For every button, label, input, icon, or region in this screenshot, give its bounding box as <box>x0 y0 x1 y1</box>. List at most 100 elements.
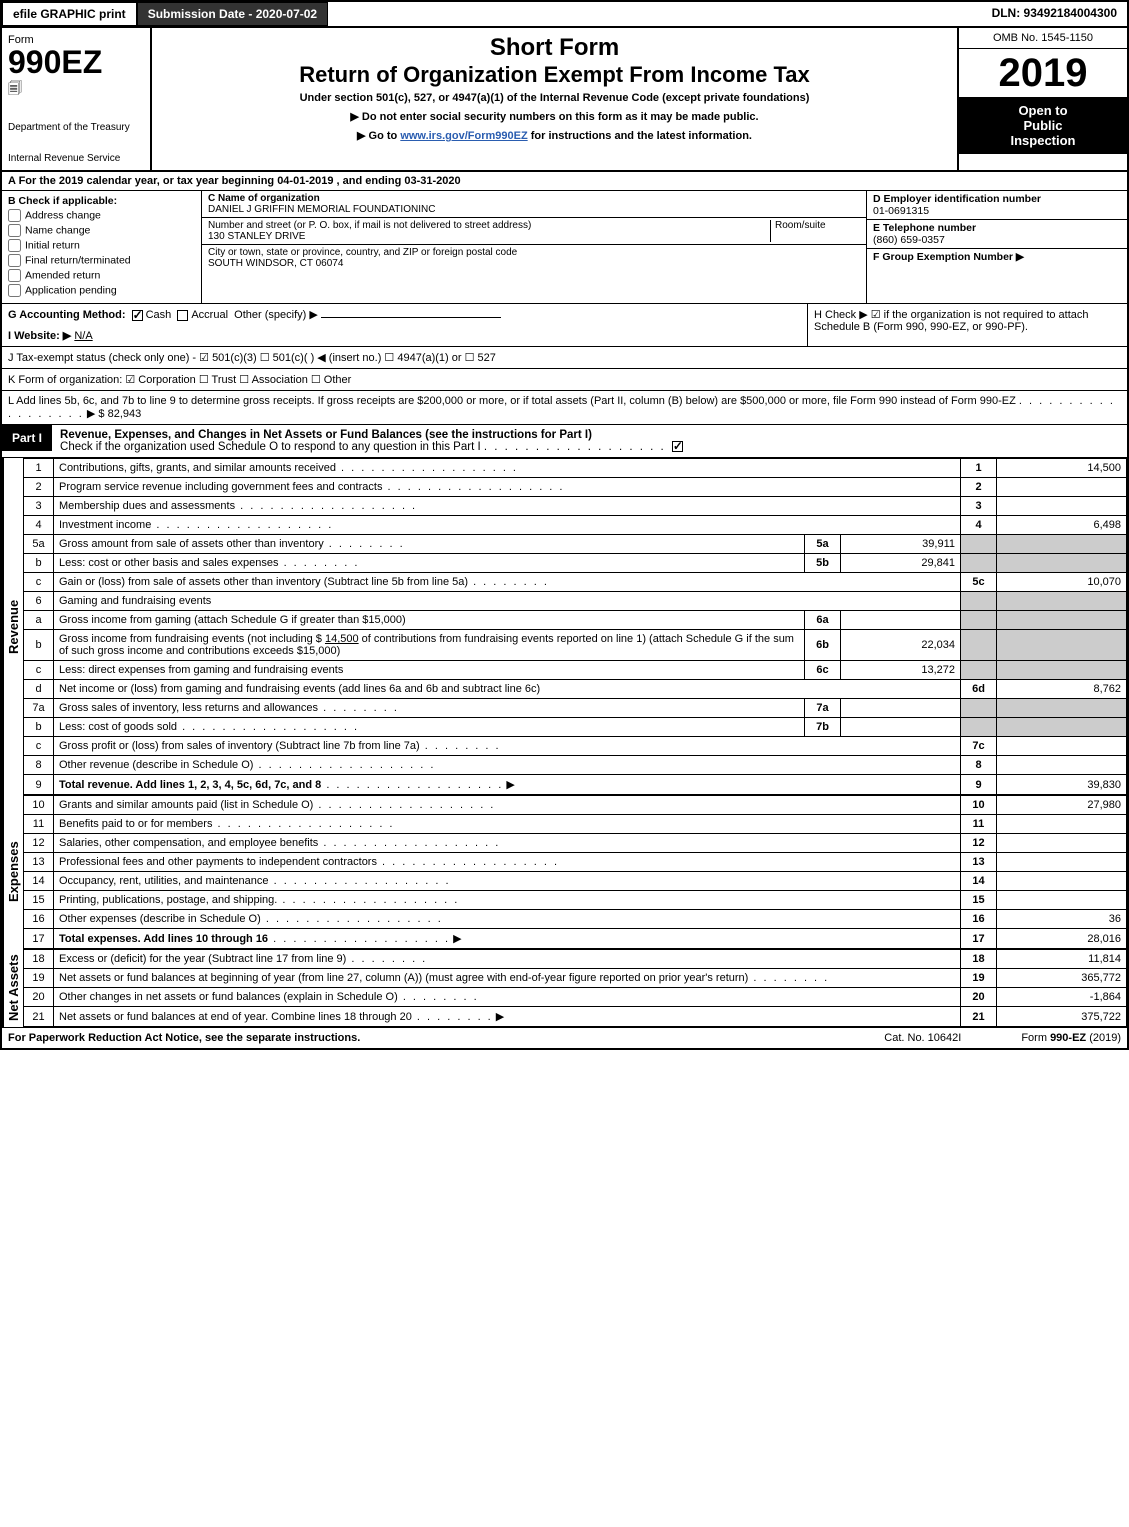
chk-address-change[interactable]: Address change <box>8 209 195 222</box>
line-7a-iv <box>841 699 961 718</box>
line-12-rn: 12 <box>961 834 997 853</box>
chk-amended-return[interactable]: Amended return <box>8 269 195 282</box>
line-19-desc: Net assets or fund balances at beginning… <box>54 969 961 988</box>
sub3-pre: ▶ Go to <box>357 130 400 142</box>
chk-address-change-label: Address change <box>25 209 101 221</box>
line-5c-num: c <box>24 573 54 592</box>
expenses-side-label: Expenses <box>2 795 23 949</box>
g-cash-checkbox[interactable] <box>132 310 143 321</box>
line-19: 19 Net assets or fund balances at beginn… <box>24 969 1127 988</box>
line-4-dots <box>151 519 333 531</box>
line-9-rn: 9 <box>961 775 997 795</box>
header-right: OMB No. 1545-1150 2019 Open to Public In… <box>957 28 1127 170</box>
line-6c-desc: Less: direct expenses from gaming and fu… <box>54 661 805 680</box>
netassets-section: Net Assets 18 Excess or (deficit) for th… <box>2 949 1127 1027</box>
line-4-desc-text: Investment income <box>59 519 151 531</box>
line-7c-dots <box>420 740 501 752</box>
line-5b-desc-text: Less: cost or other basis and sales expe… <box>59 557 279 569</box>
i-value: N/A <box>74 330 92 342</box>
chk-application-pending[interactable]: Application pending <box>8 284 195 297</box>
line-6a-num: a <box>24 611 54 630</box>
chk-initial-return-box[interactable] <box>8 239 21 252</box>
line-15: 15 Printing, publications, postage, and … <box>24 891 1127 910</box>
d-ein-value: 01-0691315 <box>873 205 1121 217</box>
chk-name-change[interactable]: Name change <box>8 224 195 237</box>
line-5b-desc: Less: cost or other basis and sales expe… <box>54 554 805 573</box>
chk-name-change-label: Name change <box>25 224 90 236</box>
line-7b-desc-text: Less: cost of goods sold <box>59 721 177 733</box>
line-7b: b Less: cost of goods sold 7b <box>24 718 1127 737</box>
line-13-rv <box>997 853 1127 872</box>
chk-amended-return-box[interactable] <box>8 269 21 282</box>
line-6-desc: Gaming and fundraising events <box>54 592 961 611</box>
chk-name-change-box[interactable] <box>8 224 21 237</box>
line-8-num: 8 <box>24 756 54 775</box>
line-6d-rv: 8,762 <box>997 680 1127 699</box>
line-7b-num: b <box>24 718 54 737</box>
g-accrual-checkbox[interactable] <box>177 310 188 321</box>
e-phone-label: E Telephone number <box>873 222 1121 234</box>
e-phone-value: (860) 659-0357 <box>873 234 1121 246</box>
line-21-num: 21 <box>24 1007 54 1027</box>
chk-application-pending-label: Application pending <box>25 284 117 296</box>
chk-address-change-box[interactable] <box>8 209 21 222</box>
part1-sub: Check if the organization used Schedule … <box>60 441 1119 453</box>
line-7a-num: 7a <box>24 699 54 718</box>
form-footer: For Paperwork Reduction Act Notice, see … <box>2 1027 1127 1048</box>
chk-application-pending-box[interactable] <box>8 284 21 297</box>
revenue-side-label: Revenue <box>2 458 23 795</box>
line-5b-num: b <box>24 554 54 573</box>
line-11-rv <box>997 815 1127 834</box>
submission-date-button[interactable]: Submission Date - 2020-07-02 <box>137 2 328 26</box>
part1-schedule-o-checkbox[interactable] <box>672 441 683 452</box>
line-7a-shade2 <box>997 699 1127 718</box>
footer-left: For Paperwork Reduction Act Notice, see … <box>8 1032 884 1044</box>
chk-final-return[interactable]: Final return/terminated <box>8 254 195 267</box>
line-2-desc-text: Program service revenue including govern… <box>59 481 382 493</box>
line-7a-desc: Gross sales of inventory, less returns a… <box>54 699 805 718</box>
footer-right: Form 990-EZ (2019) <box>1021 1032 1121 1044</box>
line-12-desc-text: Salaries, other compensation, and employ… <box>59 837 318 849</box>
line-7b-in: 7b <box>805 718 841 737</box>
line-13-desc-text: Professional fees and other payments to … <box>59 856 377 868</box>
line-6b-in: 6b <box>805 630 841 661</box>
c-city-value: SOUTH WINDSOR, CT 06074 <box>208 258 860 269</box>
line-6b-val: 14,500 <box>325 633 359 645</box>
efile-print-button[interactable]: efile GRAPHIC print <box>2 2 137 26</box>
line-19-dots <box>748 972 829 984</box>
row-l-gross-receipts: L Add lines 5b, 6c, and 7b to line 9 to … <box>2 391 1127 425</box>
g-other-line <box>321 317 501 318</box>
footer-form-num: 990-EZ <box>1050 1032 1086 1044</box>
line-1-dots <box>336 462 518 474</box>
chk-final-return-box[interactable] <box>8 254 21 267</box>
line-2-rv <box>997 478 1127 497</box>
irs-link[interactable]: www.irs.gov/Form990EZ <box>400 130 527 142</box>
line-4-desc: Investment income <box>54 516 961 535</box>
topbar-spacer <box>328 2 981 26</box>
line-6b-shade2 <box>997 630 1127 661</box>
line-16-rn: 16 <box>961 910 997 929</box>
line-10-desc-text: Grants and similar amounts paid (list in… <box>59 799 313 811</box>
line-17-dots <box>268 933 450 945</box>
line-1: 1 Contributions, gifts, grants, and simi… <box>24 459 1127 478</box>
row-gi-left: G Accounting Method: Cash Accrual Other … <box>2 304 807 346</box>
line-7b-dots <box>177 721 359 733</box>
chk-initial-return[interactable]: Initial return <box>8 239 195 252</box>
part1-sub-text: Check if the organization used Schedule … <box>60 441 481 453</box>
line-6d-desc: Net income or (loss) from gaming and fun… <box>54 680 961 699</box>
line-5b-iv: 29,841 <box>841 554 961 573</box>
expenses-section: Expenses 10 Grants and similar amounts p… <box>2 795 1127 949</box>
line-18-rv: 11,814 <box>997 950 1127 969</box>
line-17-rn: 17 <box>961 929 997 949</box>
line-7a-shade1 <box>961 699 997 718</box>
line-21-dots <box>412 1011 493 1023</box>
chk-initial-return-label: Initial return <box>25 239 80 251</box>
line-10-rv: 27,980 <box>997 796 1127 815</box>
line-15-num: 15 <box>24 891 54 910</box>
line-5b-shade2 <box>997 554 1127 573</box>
line-5a-shade1 <box>961 535 997 554</box>
line-5a-shade2 <box>997 535 1127 554</box>
line-3-desc-text: Membership dues and assessments <box>59 500 235 512</box>
line-15-rv <box>997 891 1127 910</box>
e-phone-block: E Telephone number (860) 659-0357 <box>867 220 1127 249</box>
